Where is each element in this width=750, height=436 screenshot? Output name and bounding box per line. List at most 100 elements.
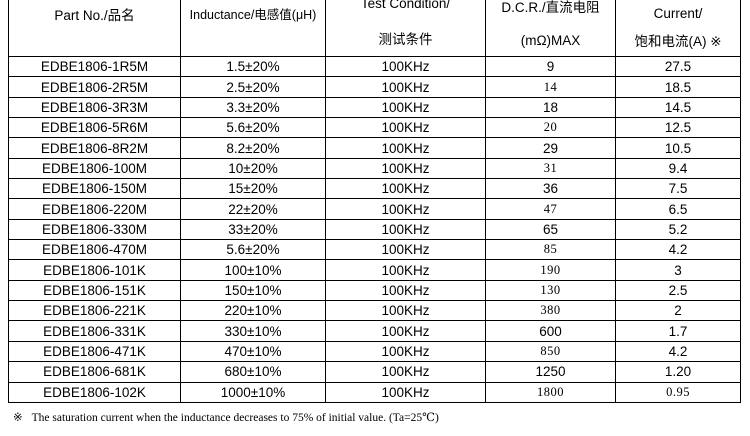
cell-dcr: 29: [486, 138, 616, 159]
cell-test-condition: 100KHz: [326, 341, 486, 363]
table-row: EDBE1806-3R3M 3.3±20% 100KHz 18 14.5: [9, 97, 741, 119]
cell-current: 4.2: [616, 240, 741, 261]
cell-test-condition: 100KHz: [326, 97, 486, 119]
header-dcr: D.C.R./直流电阻 (mΩ)MAX: [486, 0, 616, 57]
cell-current: 3: [616, 260, 741, 281]
cell-part-no: EDBE1806-221K: [9, 301, 181, 322]
header-part-no-label: Part No./品名: [54, 8, 135, 23]
table-body: EDBE1806-1R5M 1.5±20% 100KHz 9 27.5 EDBE…: [9, 57, 741, 403]
cell-test-condition: 100KHz: [326, 179, 486, 200]
cell-current: 4.2: [616, 341, 741, 363]
cell-inductance: 470±10%: [181, 341, 326, 363]
cell-current: 10.5: [616, 138, 741, 159]
cell-test-condition: 100KHz: [326, 321, 486, 342]
cell-test-condition: 100KHz: [326, 158, 486, 180]
table-row: EDBE1806-681K 680±10% 100KHz 1250 1.20: [9, 362, 741, 383]
table-row: EDBE1806-102K 1000±10% 100KHz 1800 0.95: [9, 382, 741, 403]
cell-current: 0.95: [616, 382, 741, 403]
table-row: EDBE1806-221K 220±10% 100KHz 380 2: [9, 301, 741, 322]
cell-test-condition: 100KHz: [326, 118, 486, 139]
table-row: EDBE1806-8R2M 8.2±20% 100KHz 29 10.5: [9, 138, 741, 159]
cell-inductance: 220±10%: [181, 301, 326, 322]
table-row: EDBE1806-100M 10±20% 100KHz 31 9.4: [9, 158, 741, 180]
cell-part-no: EDBE1806-102K: [9, 382, 181, 403]
header-part-no: Part No./品名: [9, 0, 181, 57]
cell-inductance: 8.2±20%: [181, 138, 326, 159]
cell-current: 7.5: [616, 179, 741, 200]
cell-part-no: EDBE1806-2R5M: [9, 77, 181, 98]
cell-part-no: EDBE1806-5R6M: [9, 118, 181, 139]
cell-dcr: 18: [486, 97, 616, 119]
cell-inductance: 1000±10%: [181, 382, 326, 403]
cell-test-condition: 100KHz: [326, 57, 486, 78]
cell-current: 9.4: [616, 158, 741, 180]
cell-current: 2.5: [616, 280, 741, 302]
header-test-condition-line2: 测试条件: [378, 32, 433, 47]
cell-dcr: 850: [486, 341, 616, 363]
footnote: ※ The saturation current when the inducta…: [13, 410, 733, 424]
cell-part-no: EDBE1806-8R2M: [9, 138, 181, 159]
table-row: EDBE1806-331K 330±10% 100KHz 600 1.7: [9, 321, 741, 342]
cell-inductance: 33±20%: [181, 219, 326, 241]
cell-test-condition: 100KHz: [326, 77, 486, 98]
cell-inductance: 100±10%: [181, 260, 326, 281]
cell-current: 1.20: [616, 362, 741, 383]
header-inductance-label: Inductance/电感值(μH): [189, 8, 317, 22]
cell-part-no: EDBE1806-151K: [9, 280, 181, 302]
cell-part-no: EDBE1806-681K: [9, 362, 181, 383]
cell-test-condition: 100KHz: [326, 280, 486, 302]
cell-test-condition: 100KHz: [326, 362, 486, 383]
table-header-row: Part No./品名 Inductance/电感值(μH) Test Cond…: [9, 0, 741, 57]
table-row: EDBE1806-101K 100±10% 100KHz 190 3: [9, 260, 741, 281]
cell-dcr: 47: [486, 199, 616, 220]
cell-test-condition: 100KHz: [326, 240, 486, 261]
cell-part-no: EDBE1806-100M: [9, 158, 181, 180]
header-current: Current/ 饱和电流(A) ※: [616, 0, 741, 57]
header-test-condition-line1: Test Condition/: [360, 0, 451, 11]
cell-current: 1.7: [616, 321, 741, 342]
cell-part-no: EDBE1806-101K: [9, 260, 181, 281]
cell-current: 6.5: [616, 199, 741, 220]
table-row: EDBE1806-220M 22±20% 100KHz 47 6.5: [9, 199, 741, 220]
cell-inductance: 680±10%: [181, 362, 326, 383]
table-row: EDBE1806-471K 470±10% 100KHz 850 4.2: [9, 341, 741, 363]
header-test-condition: Test Condition/ 测试条件: [326, 0, 486, 57]
cell-current: 5.2: [616, 219, 741, 241]
cell-dcr: 20: [486, 118, 616, 139]
cell-test-condition: 100KHz: [326, 382, 486, 403]
table-row: EDBE1806-151K 150±10% 100KHz 130 2.5: [9, 280, 741, 302]
cell-test-condition: 100KHz: [326, 199, 486, 220]
spec-table: Part No./品名 Inductance/电感值(μH) Test Cond…: [8, 0, 741, 403]
table-row: EDBE1806-150M 15±20% 100KHz 36 7.5: [9, 179, 741, 200]
cell-current: 14.5: [616, 97, 741, 119]
cell-dcr: 85: [486, 240, 616, 261]
cell-dcr: 600: [486, 321, 616, 342]
cell-part-no: EDBE1806-331K: [9, 321, 181, 342]
cell-dcr: 14: [486, 77, 616, 98]
footnote-marker-icon: ※: [13, 412, 23, 424]
table-row: EDBE1806-470M 5.6±20% 100KHz 85 4.2: [9, 240, 741, 261]
cell-test-condition: 100KHz: [326, 138, 486, 159]
cell-current: 18.5: [616, 77, 741, 98]
cell-current: 27.5: [616, 57, 741, 78]
cell-dcr: 65: [486, 219, 616, 241]
header-current-line1: Current/: [653, 6, 703, 21]
cell-inductance: 330±10%: [181, 321, 326, 342]
footnote-text: The saturation current when the inductan…: [31, 412, 439, 424]
cell-inductance: 15±20%: [181, 179, 326, 200]
cell-dcr: 36: [486, 179, 616, 200]
cell-part-no: EDBE1806-470M: [9, 240, 181, 261]
table-row: EDBE1806-330M 33±20% 100KHz 65 5.2: [9, 219, 741, 241]
cell-dcr: 380: [486, 301, 616, 322]
header-dcr-line1: D.C.R./直流电阻: [501, 0, 600, 15]
cell-inductance: 5.6±20%: [181, 240, 326, 261]
cell-part-no: EDBE1806-471K: [9, 341, 181, 363]
cell-dcr: 9: [486, 57, 616, 78]
cell-test-condition: 100KHz: [326, 219, 486, 241]
cell-dcr: 1250: [486, 362, 616, 383]
cell-current: 12.5: [616, 118, 741, 139]
cell-inductance: 2.5±20%: [181, 77, 326, 98]
header-current-line2: 饱和电流(A) ※: [634, 34, 722, 49]
table-row: EDBE1806-1R5M 1.5±20% 100KHz 9 27.5: [9, 57, 741, 78]
table-row: EDBE1806-5R6M 5.6±20% 100KHz 20 12.5: [9, 118, 741, 139]
